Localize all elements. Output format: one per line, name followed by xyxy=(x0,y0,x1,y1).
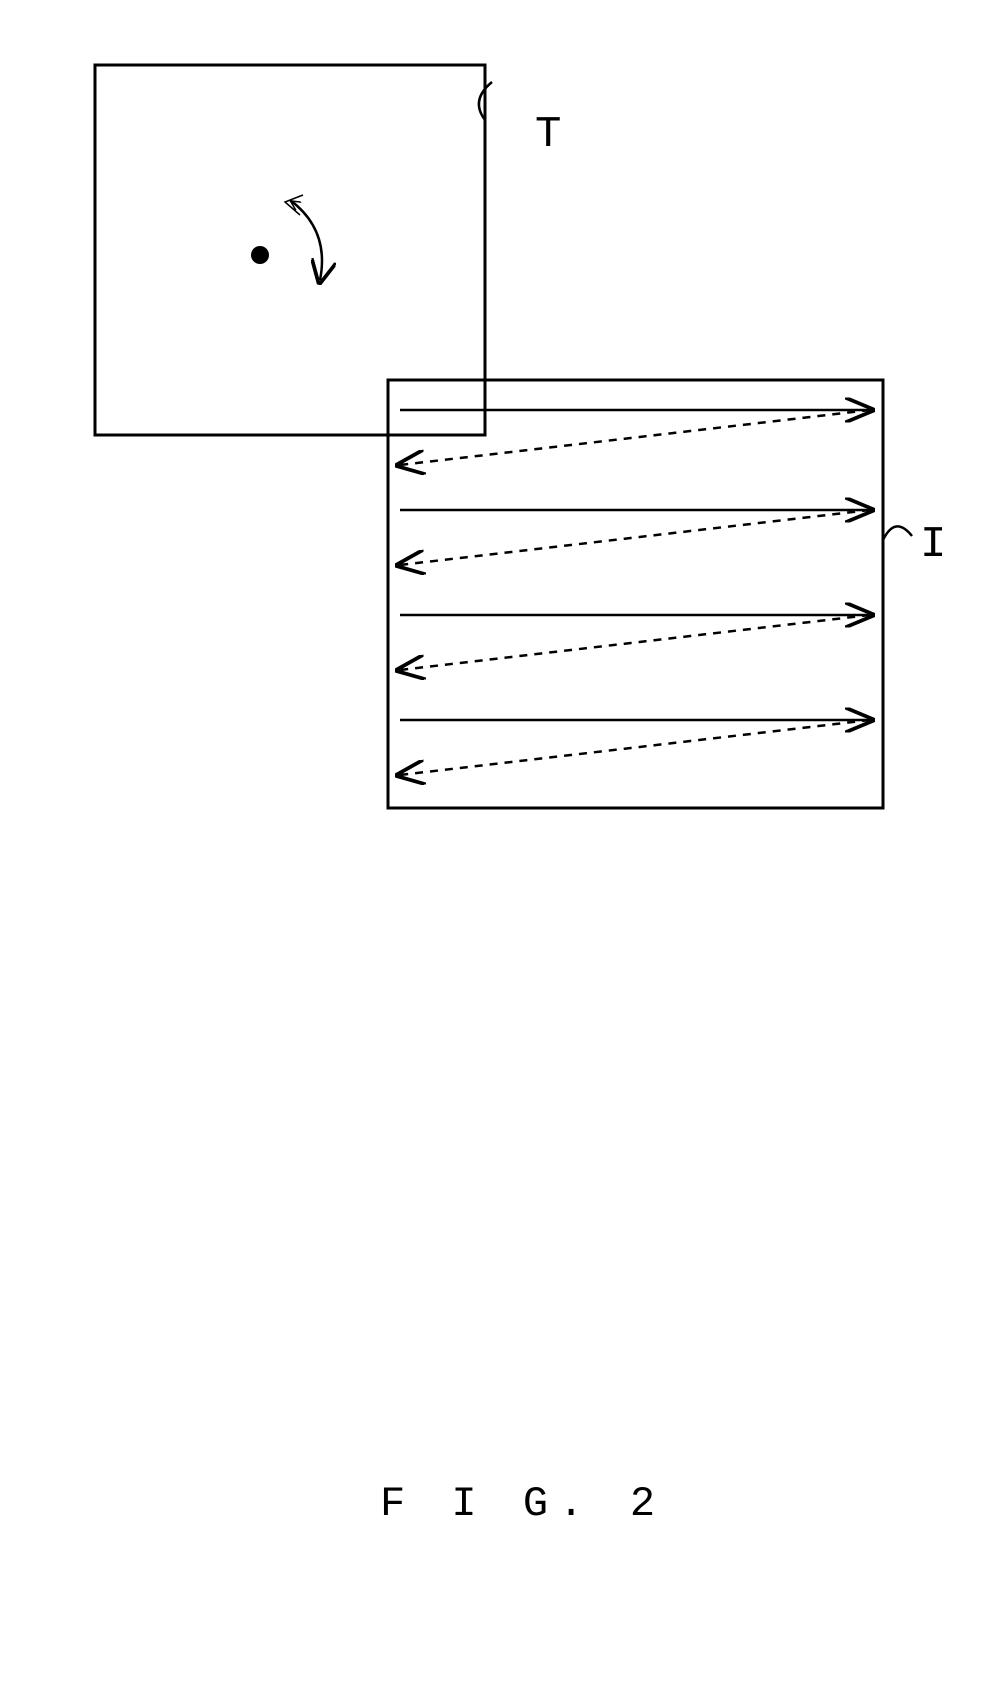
scan-return-arrow xyxy=(400,410,870,465)
figure-label: F I G. 2 xyxy=(380,1480,666,1528)
rotation-arrow xyxy=(290,200,322,280)
scan-return-arrow xyxy=(400,615,870,670)
scan-return-arrow xyxy=(400,510,870,565)
rotation-arrow-tail xyxy=(292,202,321,275)
image-box xyxy=(388,380,883,808)
label-I: I xyxy=(920,520,946,570)
rotation-arrow-head2 xyxy=(285,195,303,215)
diagram-container: T I F I G. 2 xyxy=(0,0,994,1677)
diagram-svg xyxy=(0,0,994,1677)
scan-lines xyxy=(400,410,870,775)
leader-line-I xyxy=(883,526,912,540)
template-center-dot xyxy=(251,246,269,264)
scan-return-arrow xyxy=(400,720,870,775)
label-T: T xyxy=(535,110,561,160)
